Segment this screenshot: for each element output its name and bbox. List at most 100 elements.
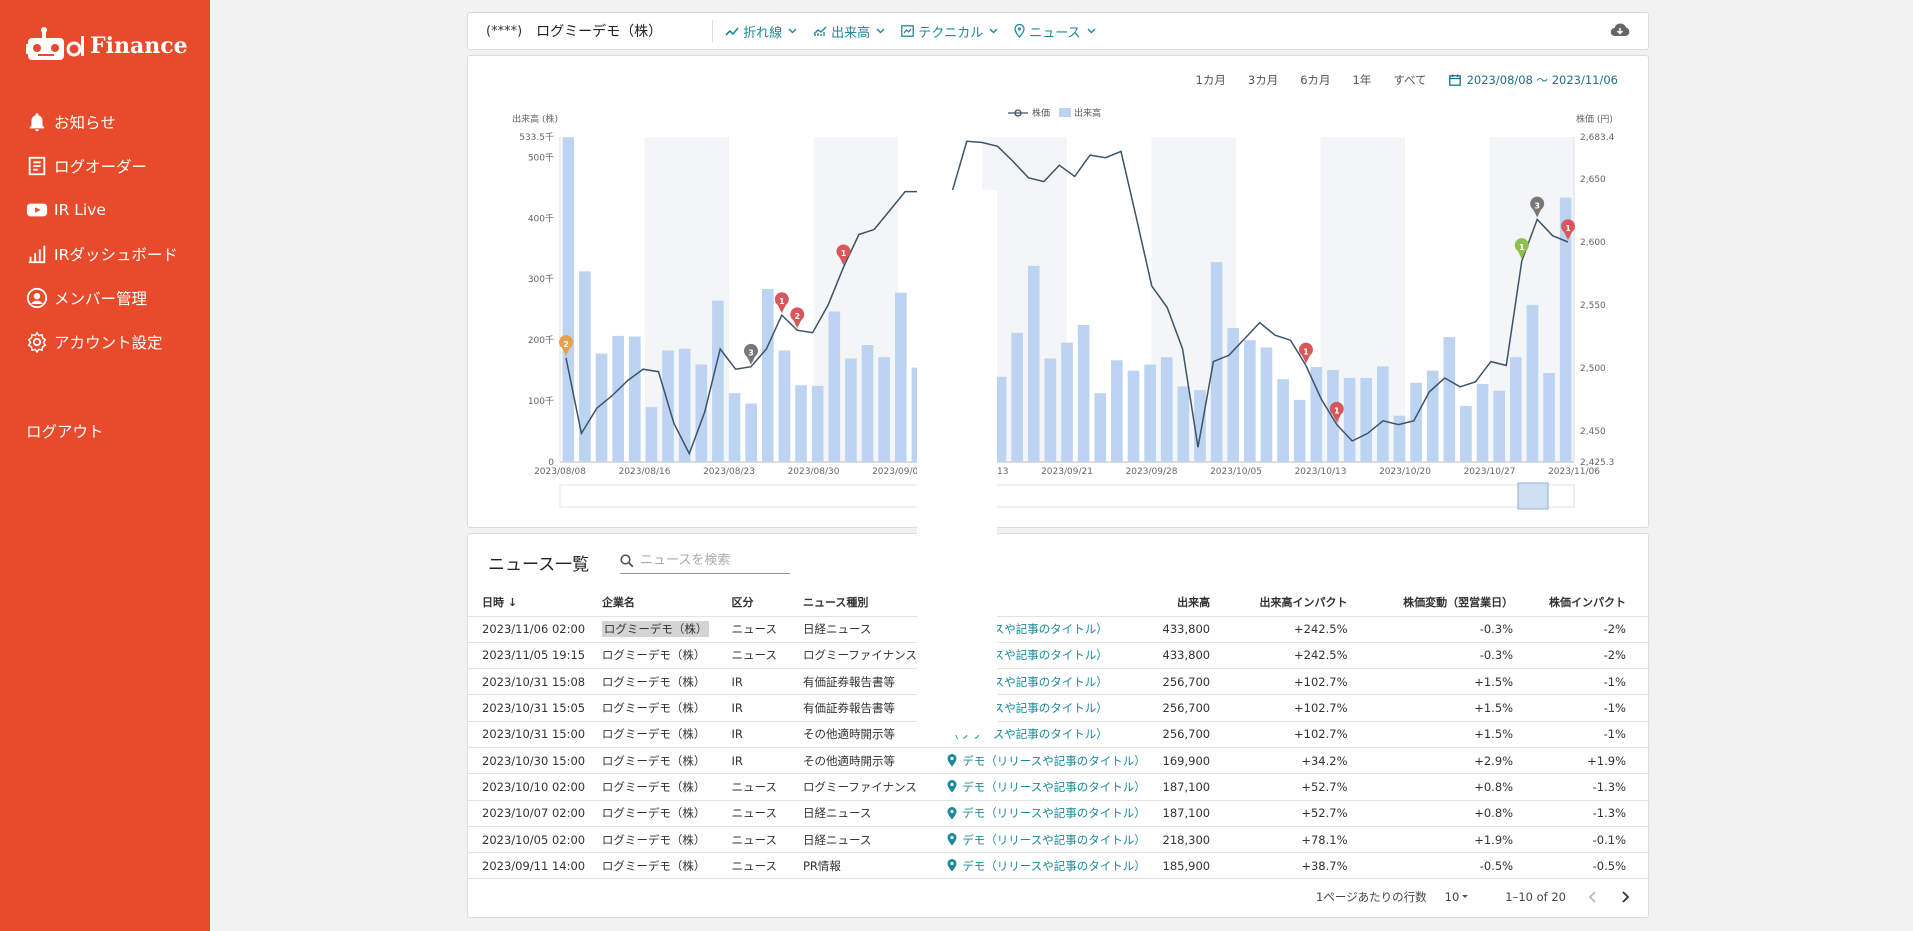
volume-bar (1194, 390, 1206, 462)
x-tick-label: 2023/08/23 (703, 467, 755, 477)
x-tick-label: 2023/10/05 (1210, 467, 1262, 477)
table-row[interactable]: 2023/10/31 15:00 ログミーデモ（株） IR その他適時開示等 （リリース… (468, 721, 1650, 748)
col-category: 区分 (717, 588, 789, 617)
headline-link[interactable]: デモ（リリースや記事のタイトル） (947, 779, 1162, 795)
volume-bar (828, 311, 841, 462)
row-news-type: その他適時開示等 (788, 721, 934, 748)
row-headline[interactable]: デモ（リリースや記事のタイトル） (933, 826, 1163, 854)
navigator-handle (1517, 482, 1549, 510)
sidebar-item-account-settings[interactable]: アカウント設定 (26, 320, 178, 364)
logout-link[interactable]: ログアウト (26, 423, 104, 441)
row-volume: 218,300 (1162, 826, 1235, 854)
chevron-left-icon[interactable] (1588, 890, 1598, 904)
rows-per-page-value: 10 (1444, 890, 1460, 904)
sidebar-item-ir-dashboard[interactable]: IRダッシュボード (26, 232, 178, 276)
table-row[interactable]: 2023/09/11 14:00 ログミーデモ（株） ニュース PR情報 デモ（リリース… (468, 852, 1650, 880)
row-headline[interactable]: デモ（リリースや記事のタイトル） (933, 747, 1163, 775)
row-category: ニュース (717, 616, 789, 643)
volume-bar (645, 407, 658, 462)
cloud-download-icon[interactable] (1610, 22, 1630, 38)
line-chart-dropdown[interactable]: 折れ線 (725, 22, 801, 41)
legend-volume-label: 出来高 (1074, 107, 1101, 119)
stock-chart[interactable]: 出来高 (株) 株価 (円) 533.5千 500千 400千 300千 200千 100千 0… (468, 56, 1650, 529)
headline-link[interactable]: デモ（リリースや記事のタイトル） (947, 858, 1162, 874)
sidebar-item-ir-live[interactable]: IR Live (26, 188, 178, 232)
sidebar-item-log-order[interactable]: ログオーダー (26, 144, 178, 188)
row-company: ログミーデモ（株） (587, 721, 718, 748)
volume-bar (745, 403, 757, 462)
news-search (620, 548, 790, 574)
date-range-text: 2023/08/08 〜 2023/11/06 (1466, 73, 1618, 87)
volume-bar (1460, 405, 1472, 462)
row-volume: 433,800 (1162, 616, 1235, 643)
col-price-change: 株価変動（翌営業日） (1371, 588, 1538, 617)
row-news-type: 有価証券報告書等 (788, 668, 934, 696)
news-search-input[interactable] (640, 553, 780, 568)
table-row[interactable]: 2023/11/05 19:15 ログミーデモ（株） ニュース ログミーファイナンス（… (468, 642, 1650, 670)
row-news-type: 日経ニュース (788, 826, 934, 854)
range-3m[interactable]: 3カ月 (1247, 73, 1279, 87)
news-marker-label: 1 (1565, 224, 1571, 233)
range-6m[interactable]: 6カ月 (1300, 73, 1331, 87)
company-highlight: ログミーデモ（株） (601, 621, 710, 638)
volume-bar (1061, 342, 1073, 462)
technical-icon (901, 25, 915, 37)
row-category: IR (717, 668, 789, 696)
price-line (565, 140, 1569, 456)
row-category: ニュース (717, 852, 789, 880)
volume-dropdown[interactable]: 出来高 (813, 22, 889, 41)
volume-bar (1310, 366, 1323, 462)
table-row[interactable]: 2023/10/05 02:00 ログミーデモ（株） ニュース 日経ニュース デモ（リリ… (468, 826, 1650, 854)
volume-bar (612, 335, 624, 462)
volume-bar (1343, 377, 1356, 462)
rows-per-page-select[interactable]: 10 (1445, 890, 1472, 904)
table-row[interactable]: 2023/10/07 02:00 ログミーデモ（株） ニュース 日経ニュース デモ（リリ… (468, 800, 1650, 827)
date-range-picker[interactable]: 2023/08/08 〜 2023/11/06 (1448, 72, 1618, 88)
row-price-change: +2.9% (1371, 747, 1538, 775)
volume-bar (1144, 364, 1156, 462)
range-all[interactable]: すべて (1393, 73, 1427, 87)
table-row[interactable]: 2023/10/31 15:05 ログミーデモ（株） IR 有価証券報告書等 （リリース… (468, 694, 1650, 722)
headline-link[interactable]: デモ（リリースや記事のタイトル） (947, 805, 1162, 821)
sidebar-item-notices[interactable]: お知らせ (26, 100, 178, 144)
logo[interactable]: Finance (26, 26, 188, 66)
row-volume-impact: +102.7% (1234, 721, 1372, 748)
technical-dropdown[interactable]: テクニカル (901, 22, 1002, 41)
row-volume: 169,900 (1162, 747, 1235, 775)
table-row[interactable]: 2023/10/31 15:08 ログミーデモ（株） IR 有価証券報告書等 （リリース… (468, 668, 1650, 696)
gear-icon (27, 331, 47, 353)
row-headline[interactable]: デモ（リリースや記事のタイトル） (933, 800, 1163, 827)
row-price-change: +1.9% (1371, 826, 1538, 854)
news-table-header: 日時 ↓ 企業名 区分 ニュース種別 出来高 出来高インパクト 株価変動（翌営業… (468, 588, 1650, 617)
pagination: 1ページあたりの行数 10 1–10 of 20 (1316, 889, 1630, 905)
row-date: 2023/10/05 02:00 (468, 826, 588, 854)
row-price-impact: -1.3% (1537, 773, 1650, 801)
table-row[interactable]: 2023/11/06 02:00 ログミーデモ（株） ニュース 日経ニュース （リリース… (468, 616, 1650, 643)
news-marker (1298, 342, 1313, 364)
table-row[interactable]: 2023/10/30 15:00 ログミーデモ（株） IR その他適時開示等 デモ（リリ… (468, 747, 1650, 775)
row-headline[interactable]: デモ（リリースや記事のタイトル） (933, 852, 1163, 880)
range-1y[interactable]: 1年 (1352, 73, 1372, 87)
headline-link[interactable]: デモ（リリースや記事のタイトル） (947, 832, 1162, 848)
news-marker-label: 3 (1534, 201, 1540, 210)
news-card: ニュース一覧 日時 ↓ 企業名 区分 ニュース種別 出来高 出来高インパクト 株… (467, 533, 1650, 918)
col-date[interactable]: 日時 ↓ (468, 588, 588, 617)
news-dropdown[interactable]: ニュース (1014, 22, 1099, 41)
volume-bar (1277, 379, 1289, 462)
news-marker (1530, 196, 1545, 218)
row-price-change: -0.3% (1371, 616, 1538, 643)
row-volume: 256,700 (1162, 721, 1235, 748)
row-company: ログミーデモ（株） (587, 616, 718, 643)
headline-link[interactable]: デモ（リリースや記事のタイトル） (947, 753, 1162, 769)
sidebar-item-members[interactable]: メンバー管理 (26, 276, 178, 320)
chevron-right-icon[interactable] (1620, 890, 1630, 904)
table-row[interactable]: 2023/10/10 02:00 ログミーデモ（株） ニュース ログミーファイナンス デ… (468, 773, 1650, 801)
row-headline[interactable]: デモ（リリースや記事のタイトル） (933, 773, 1163, 801)
news-marker (1514, 238, 1529, 259)
news-table-body: 2023/11/06 02:00 ログミーデモ（株） ニュース 日経ニュース （リリース… (468, 616, 1650, 880)
range-1m[interactable]: 1カ月 (1195, 73, 1226, 87)
row-price-impact: +1.9% (1537, 747, 1650, 775)
volume-bar (1360, 377, 1373, 462)
row-company: ログミーデモ（株） (587, 773, 718, 801)
news-marker (1329, 401, 1344, 423)
